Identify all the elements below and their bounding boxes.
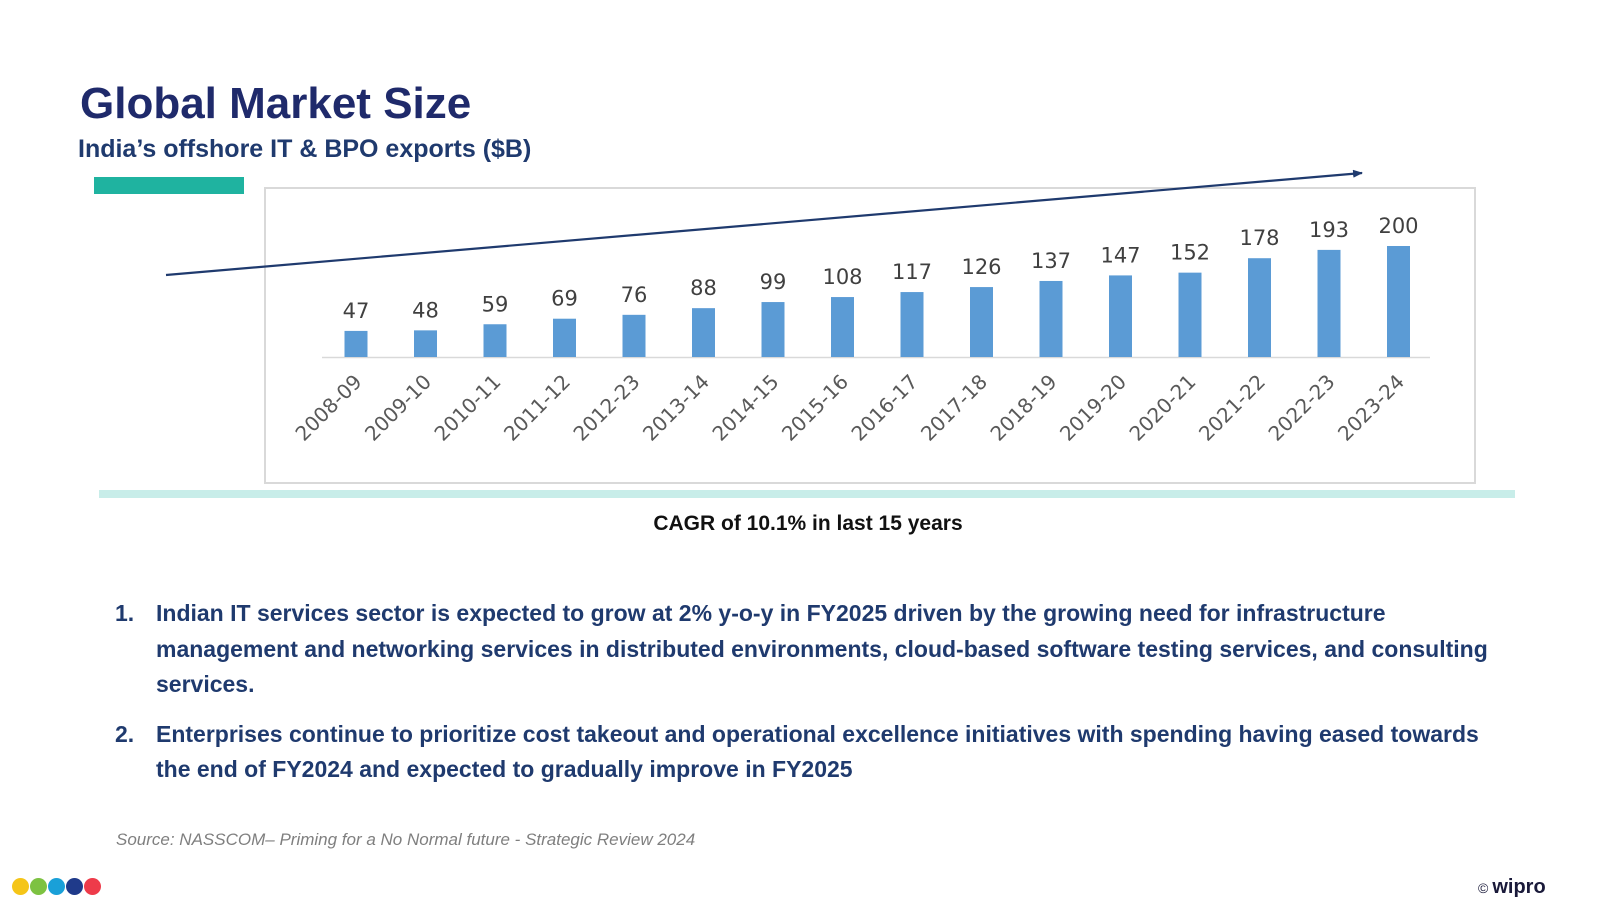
bullet-item: 1. Indian IT services sector is expected… [115,596,1515,703]
data-label: 99 [760,270,787,294]
brand-dot [30,878,47,895]
bar [553,318,576,357]
bar [761,302,785,357]
data-label: 108 [822,265,862,289]
x-tick-label: 2008-09 [290,370,366,446]
x-tick-label: 2009-10 [360,370,436,446]
data-label: 47 [343,299,370,323]
x-tick-label: 2021-22 [1194,370,1270,446]
brand-dot [84,878,101,895]
data-label: 152 [1170,241,1210,265]
cagr-annotation: CAGR of 10.1% in last 15 years [653,512,963,535]
brand-dot [12,878,29,895]
x-tick-label: 2015-16 [777,370,853,446]
brand-dots [12,878,102,895]
copyright-symbol: © [1478,880,1489,896]
data-label: 117 [892,260,932,284]
data-label: 200 [1378,214,1418,238]
data-label: 48 [412,298,439,322]
bar [1248,258,1271,357]
x-tick-label: 2011-12 [499,370,575,446]
brand-name: wipro [1492,876,1546,898]
bar [1178,272,1202,357]
x-tick-label: 2017-18 [916,370,992,446]
divider-line [99,490,1515,498]
bar [692,308,715,357]
bullet-number: 1. [115,600,135,626]
bar [1109,275,1132,357]
bullet-text: Enterprises continue to prioritize cost … [156,720,1479,783]
bar [970,287,993,357]
data-label: 137 [1031,249,1071,273]
data-label: 69 [551,287,578,311]
x-tick-label: 2010-11 [429,370,505,446]
bar [483,324,507,357]
bullet-list: 1. Indian IT services sector is expected… [115,596,1515,802]
bar [1387,246,1410,357]
x-tick-label: 2014-15 [707,370,783,446]
bar [900,292,924,357]
x-tick-label: 2022-23 [1263,370,1339,446]
x-tick-label: 2019-20 [1055,370,1131,446]
brand-logo: © wipro [1478,876,1546,899]
brand-dot [48,878,65,895]
page-title: Global Market Size [80,79,472,128]
data-label: 193 [1309,218,1349,242]
data-label: 178 [1239,226,1279,250]
bar [414,330,437,357]
x-tick-label: 2016-17 [846,370,922,446]
bar [622,314,646,357]
bar [1317,249,1341,357]
bar [1039,280,1063,357]
x-tick-label: 2018-19 [985,370,1061,446]
bar [831,297,854,357]
chart-subtitle: India’s offshore IT & BPO exports ($B) [78,135,532,163]
chart-frame [264,187,1476,484]
accent-bar [94,177,244,194]
x-tick-label: 2020-21 [1124,370,1200,446]
data-label: 76 [621,283,648,307]
x-tick-label: 2012-23 [568,370,644,446]
data-label: 88 [690,276,717,300]
trend-arrow [165,169,1363,277]
source-note: Source: NASSCOM– Priming for a No Normal… [116,830,696,849]
x-tick-label: 2023-24 [1333,370,1409,446]
data-label: 59 [482,292,509,316]
bullet-item: 2. Enterprises continue to prioritize co… [115,717,1515,788]
data-label: 147 [1100,243,1140,267]
data-label: 126 [961,255,1001,279]
bar [344,330,368,357]
bullet-number: 2. [115,720,135,747]
x-tick-label: 2013-14 [638,370,714,446]
bullet-text: Indian IT services sector is expected to… [156,600,1488,697]
brand-dot [66,878,83,895]
